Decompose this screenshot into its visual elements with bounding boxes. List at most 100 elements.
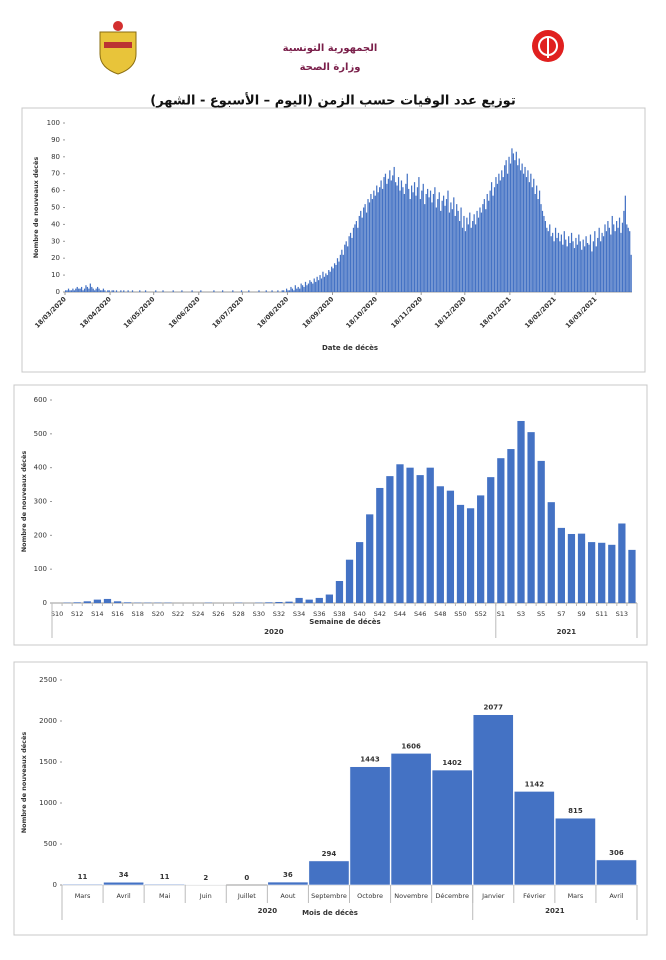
bar xyxy=(537,199,539,292)
bar xyxy=(595,246,597,292)
bar xyxy=(429,190,432,292)
bar xyxy=(308,860,350,886)
y-tick-label: 2000 xyxy=(39,717,57,725)
bar xyxy=(483,199,485,292)
bar xyxy=(336,258,339,292)
bar xyxy=(322,271,324,292)
bar xyxy=(565,239,567,292)
bar xyxy=(419,199,421,292)
bar xyxy=(390,180,392,292)
x-axis-title: Semaine de décès xyxy=(309,618,380,626)
value-label: 2 xyxy=(203,874,208,882)
bar xyxy=(611,215,613,292)
bar xyxy=(432,193,435,292)
bar xyxy=(547,231,549,292)
bar xyxy=(434,187,436,292)
bar xyxy=(530,173,532,292)
bar xyxy=(513,791,555,886)
bar xyxy=(550,236,552,292)
x-axis-title: Mois de décès xyxy=(302,909,358,917)
bar xyxy=(364,204,366,292)
bar xyxy=(428,197,430,292)
bar xyxy=(70,290,73,292)
bar xyxy=(191,290,193,292)
bar xyxy=(393,166,395,292)
bar xyxy=(379,187,381,292)
bar xyxy=(290,286,292,292)
bar xyxy=(352,227,355,292)
bar xyxy=(354,224,356,292)
y-axis-title: Nombre de nouveaux décès xyxy=(20,732,28,834)
bar xyxy=(552,232,554,292)
bar xyxy=(524,166,526,292)
bar xyxy=(454,215,456,292)
bar xyxy=(563,231,565,292)
y-tick-label: 50 xyxy=(51,204,60,212)
bar xyxy=(329,271,331,292)
bar xyxy=(62,883,103,886)
bar xyxy=(458,221,461,292)
bar xyxy=(402,187,404,292)
x-tick-label: S52 xyxy=(474,610,486,618)
bar xyxy=(509,163,512,292)
y-tick-label: 300 xyxy=(34,498,47,506)
bar xyxy=(376,185,378,292)
bar xyxy=(377,192,379,292)
bar xyxy=(306,285,308,292)
bar xyxy=(232,290,234,292)
bar xyxy=(79,288,81,292)
bar xyxy=(506,173,509,292)
bar xyxy=(567,533,576,603)
tunisia-emblem xyxy=(99,21,137,75)
bar xyxy=(349,232,352,292)
bar xyxy=(616,221,618,292)
bar xyxy=(355,221,358,292)
x-tick-label: Mars xyxy=(75,892,91,900)
bar xyxy=(389,170,391,292)
bar xyxy=(559,241,561,292)
bar xyxy=(85,285,87,292)
bar xyxy=(360,210,362,292)
x-tick-label: Février xyxy=(523,892,546,900)
bar xyxy=(99,290,102,292)
y-tick-label: 1000 xyxy=(39,799,57,807)
bar xyxy=(403,193,405,292)
chart-frame xyxy=(13,661,648,936)
bar xyxy=(83,601,91,603)
bar xyxy=(316,276,318,292)
bar xyxy=(93,599,102,603)
bar xyxy=(296,288,298,292)
bar xyxy=(397,177,400,292)
bar xyxy=(335,264,337,292)
bar xyxy=(400,180,403,292)
bar xyxy=(554,227,557,292)
bar xyxy=(103,598,112,603)
bar xyxy=(549,224,551,292)
bar xyxy=(431,769,473,886)
bar xyxy=(390,753,432,886)
y-tick-label: 1500 xyxy=(39,758,57,766)
x-tick-label: S1 xyxy=(497,610,505,618)
bar xyxy=(533,178,535,292)
y-tick-label: 200 xyxy=(34,531,47,539)
x-tick-label: S32 xyxy=(273,610,285,618)
bar xyxy=(485,209,487,292)
value-label: 0 xyxy=(244,874,249,882)
bar xyxy=(80,286,83,292)
bar xyxy=(285,601,293,603)
bar xyxy=(325,594,334,603)
y-tick-label: 40 xyxy=(51,220,60,228)
y-axis-title: Nombre de nouveaux décès xyxy=(20,451,28,553)
bar xyxy=(305,599,313,603)
bar xyxy=(431,202,433,292)
x-tick-label: Aout xyxy=(280,892,295,900)
bar xyxy=(575,237,577,292)
bar xyxy=(361,217,363,292)
bar xyxy=(181,290,183,292)
republic-name: الجمهورية التونسية xyxy=(283,43,378,54)
bar xyxy=(451,209,453,292)
bar xyxy=(473,214,475,292)
x-tick-label: S38 xyxy=(333,610,345,618)
bar xyxy=(418,177,420,292)
value-label: 294 xyxy=(322,850,337,858)
